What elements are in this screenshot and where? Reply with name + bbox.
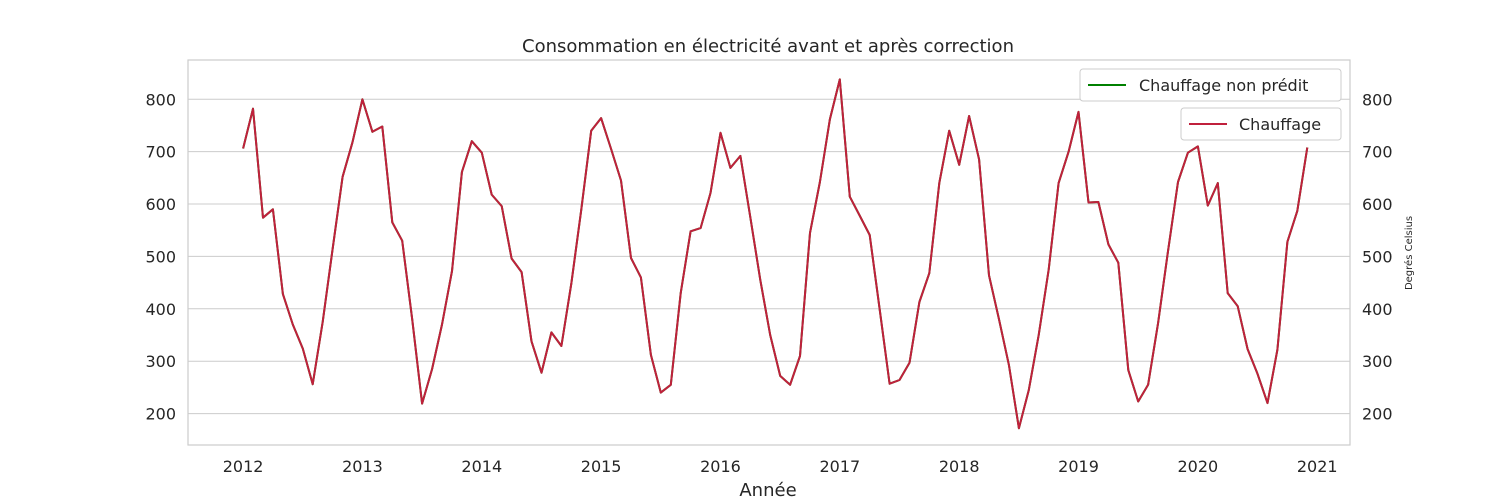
y-tick-left-700: 700 <box>145 143 176 162</box>
x-axis: 2012 2013 2014 2015 2016 2017 2018 2019 2020 2021 <box>223 457 1338 476</box>
x-tick-2017: 2017 <box>819 457 860 476</box>
y-tick-right-600: 600 <box>1362 195 1393 214</box>
x-tick-2018: 2018 <box>939 457 980 476</box>
y-tick-right-200: 200 <box>1362 405 1393 424</box>
x-tick-2015: 2015 <box>581 457 622 476</box>
series-line-0 <box>242 78 1309 430</box>
legend-label-chauffage: Chauffage <box>1239 115 1321 134</box>
y-tick-left-600: 600 <box>145 195 176 214</box>
legend-chauffage: Chauffage <box>1180 107 1342 141</box>
legend-box-non-predit <box>1079 68 1342 102</box>
y-tick-right-400: 400 <box>1362 300 1393 319</box>
y-tick-left-200: 200 <box>145 405 176 424</box>
y-tick-right-800: 800 <box>1362 90 1393 109</box>
y-axis-right-title: Degrés Celsius <box>1403 216 1415 290</box>
x-tick-2019: 2019 <box>1058 457 1099 476</box>
legend-label-non-predit: Chauffage non prédit <box>1139 76 1308 95</box>
plot-frame <box>187 59 1351 446</box>
grid-lines <box>188 98 1350 415</box>
y-tick-right-700: 700 <box>1362 143 1393 162</box>
x-tick-2021: 2021 <box>1297 457 1338 476</box>
y-axis-left: 200 300 400 500 600 700 800 <box>145 90 176 423</box>
legend-non-predit: Chauffage non prédit <box>1079 68 1342 102</box>
x-tick-2012: 2012 <box>223 457 264 476</box>
y-tick-right-500: 500 <box>1362 247 1393 266</box>
y-tick-left-300: 300 <box>145 352 176 371</box>
series-layer <box>242 78 1309 430</box>
y-tick-right-300: 300 <box>1362 352 1393 371</box>
chart-title: Consommation en électricité avant et apr… <box>522 36 1014 57</box>
x-tick-2020: 2020 <box>1178 457 1219 476</box>
legend-box-chauffage <box>1180 107 1342 141</box>
series-line-1 <box>242 78 1309 430</box>
y-tick-left-500: 500 <box>145 247 176 266</box>
y-axis-right: 200 300 400 500 600 700 800 <box>1362 90 1393 423</box>
y-tick-left-400: 400 <box>145 300 176 319</box>
y-tick-left-800: 800 <box>145 90 176 109</box>
x-tick-2016: 2016 <box>700 457 741 476</box>
x-tick-2014: 2014 <box>461 457 502 476</box>
x-axis-title: Année <box>739 480 796 500</box>
x-tick-2013: 2013 <box>342 457 383 476</box>
